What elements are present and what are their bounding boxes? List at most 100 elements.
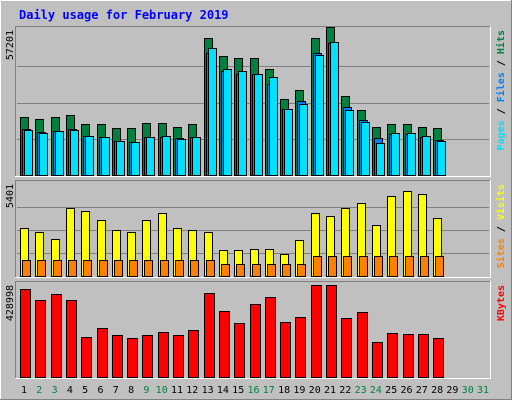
hits-files-pages-right-label-part: / bbox=[496, 54, 507, 72]
bar-pages-day-15 bbox=[238, 71, 247, 176]
x-tick-label: 16 bbox=[247, 385, 259, 396]
x-tick-label: 24 bbox=[370, 385, 382, 396]
bar-pages-day-22 bbox=[345, 110, 354, 176]
bar-sites-day-26 bbox=[405, 256, 414, 277]
bar-sites-day-9 bbox=[144, 260, 153, 277]
bar-pages-day-3 bbox=[55, 131, 64, 176]
bar-pages-day-23 bbox=[361, 122, 370, 176]
bar-pages-day-8 bbox=[131, 142, 140, 176]
hits-files-pages-right-label-part: / bbox=[496, 102, 507, 120]
bar-kbytes-day-5 bbox=[81, 337, 92, 378]
x-tick-label: 18 bbox=[278, 385, 290, 396]
x-tick-label: 10 bbox=[156, 385, 168, 396]
x-tick-label: 1 bbox=[21, 385, 27, 396]
bar-sites-day-15 bbox=[236, 264, 245, 277]
x-tick-label: 28 bbox=[431, 385, 443, 396]
bar-sites-day-12 bbox=[190, 260, 199, 277]
x-tick-label: 31 bbox=[477, 385, 489, 396]
bar-sites-day-4 bbox=[68, 260, 77, 277]
bar-pages-day-25 bbox=[391, 133, 400, 176]
bar-kbytes-day-21 bbox=[326, 285, 337, 378]
bar-pages-day-11 bbox=[177, 139, 186, 176]
bar-kbytes-day-20 bbox=[311, 285, 322, 378]
bar-sites-day-23 bbox=[359, 256, 368, 277]
bar-kbytes-day-25 bbox=[387, 333, 398, 378]
bar-kbytes-day-6 bbox=[97, 328, 108, 378]
x-tick-label: 14 bbox=[217, 385, 229, 396]
visits-sites-ymax-label: 5401 bbox=[5, 184, 16, 208]
x-tick-label: 8 bbox=[128, 385, 134, 396]
x-tick-label: 11 bbox=[171, 385, 183, 396]
bar-pages-day-5 bbox=[85, 136, 94, 176]
visits-sites-right-label-part: Visits bbox=[495, 184, 507, 220]
x-tick-label: 26 bbox=[400, 385, 412, 396]
hits-files-pages-ymax-label: 57201 bbox=[5, 30, 16, 60]
bar-kbytes-day-28 bbox=[433, 338, 444, 378]
bar-pages-day-13 bbox=[208, 48, 217, 176]
bar-kbytes-day-3 bbox=[51, 294, 62, 378]
bar-kbytes-day-4 bbox=[66, 300, 77, 378]
x-tick-label: 27 bbox=[416, 385, 428, 396]
bar-kbytes-day-18 bbox=[280, 322, 291, 378]
bar-sites-day-7 bbox=[114, 260, 123, 277]
bar-sites-day-17 bbox=[267, 264, 276, 277]
bar-sites-day-16 bbox=[252, 264, 261, 277]
x-tick-label: 20 bbox=[309, 385, 321, 396]
bar-pages-day-10 bbox=[162, 136, 171, 176]
kbytes-ymax-label: 428998 bbox=[5, 285, 16, 321]
x-tick-label: 23 bbox=[355, 385, 367, 396]
bar-sites-day-22 bbox=[343, 256, 352, 277]
bar-kbytes-day-9 bbox=[142, 335, 153, 378]
x-tick-label: 2 bbox=[36, 385, 42, 396]
bar-sites-day-11 bbox=[175, 260, 184, 277]
bar-pages-day-1 bbox=[24, 130, 33, 176]
hits-files-pages-right-label-part: Pages bbox=[496, 120, 507, 150]
bar-pages-day-2 bbox=[39, 133, 48, 176]
bar-pages-day-24 bbox=[376, 143, 385, 176]
bar-pages-day-16 bbox=[254, 74, 263, 176]
bar-kbytes-day-15 bbox=[234, 323, 245, 378]
bar-sites-day-27 bbox=[420, 256, 429, 277]
bar-kbytes-day-17 bbox=[265, 297, 276, 378]
bar-sites-day-21 bbox=[328, 256, 337, 277]
bar-kbytes-day-1 bbox=[20, 289, 31, 378]
bar-kbytes-day-16 bbox=[250, 304, 261, 378]
bar-pages-day-17 bbox=[269, 77, 278, 176]
bar-sites-day-19 bbox=[297, 264, 306, 277]
x-tick-label: 30 bbox=[462, 385, 474, 396]
hits-files-pages-right-label: Pages / Files / Hits bbox=[495, 30, 507, 150]
kbytes-right-label: KBytes bbox=[496, 285, 507, 321]
x-tick-label: 4 bbox=[67, 385, 73, 396]
bar-sites-day-28 bbox=[435, 256, 444, 277]
bar-sites-day-25 bbox=[389, 256, 398, 277]
x-tick-label: 29 bbox=[446, 385, 458, 396]
x-tick-label: 6 bbox=[97, 385, 103, 396]
bar-sites-day-2 bbox=[37, 260, 46, 277]
x-tick-label: 17 bbox=[263, 385, 275, 396]
x-tick-label: 21 bbox=[324, 385, 336, 396]
bar-pages-day-12 bbox=[192, 137, 201, 176]
bar-kbytes-day-8 bbox=[127, 338, 138, 378]
x-tick-label: 3 bbox=[52, 385, 58, 396]
bar-pages-day-21 bbox=[330, 42, 339, 176]
bar-kbytes-day-22 bbox=[341, 318, 352, 378]
bar-kbytes-day-13 bbox=[204, 293, 215, 378]
bar-pages-day-27 bbox=[422, 136, 431, 176]
bar-kbytes-day-2 bbox=[35, 300, 46, 378]
bar-pages-day-7 bbox=[116, 141, 125, 176]
bar-sites-day-20 bbox=[313, 256, 322, 277]
bar-kbytes-day-23 bbox=[357, 312, 368, 378]
bar-kbytes-day-11 bbox=[173, 335, 184, 378]
bar-pages-day-26 bbox=[407, 133, 416, 176]
bar-sites-day-10 bbox=[160, 260, 169, 277]
bar-sites-day-5 bbox=[83, 260, 92, 277]
bar-sites-day-24 bbox=[374, 256, 383, 277]
chart-title: Daily usage for February 2019 bbox=[19, 8, 229, 22]
bar-sites-day-1 bbox=[22, 260, 31, 277]
bar-sites-day-8 bbox=[129, 260, 138, 277]
bar-pages-day-19 bbox=[299, 104, 308, 176]
bar-sites-day-13 bbox=[206, 260, 215, 277]
x-tick-label: 7 bbox=[113, 385, 119, 396]
